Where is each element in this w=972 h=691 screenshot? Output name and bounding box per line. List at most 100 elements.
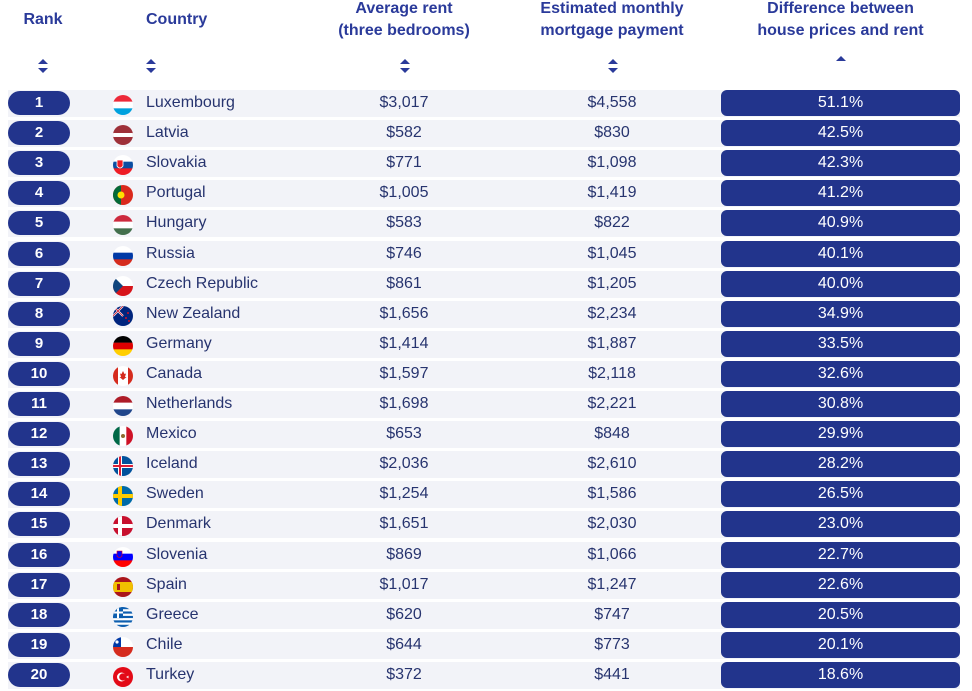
chile-flag-icon — [113, 636, 133, 657]
denmark-flag-icon — [113, 516, 133, 537]
rank-badge: 17 — [8, 572, 70, 597]
country-name: Slovakia — [146, 154, 207, 172]
average-rent-value: $1,254 — [379, 485, 429, 503]
table-row[interactable]: 12 Mexico $653 $848 29.9% — [0, 420, 972, 450]
mortgage-header-line1: Estimated monthly — [540, 0, 684, 17]
country-name: Netherlands — [146, 395, 233, 412]
table-row[interactable]: 3 Slovakia $771 $1,098 42.3% — [0, 149, 972, 179]
table-row[interactable]: 2 Latvia $582 $830 42.5% — [0, 119, 972, 149]
mortgage-payment-value: $1,045 — [587, 244, 637, 262]
rank-badge: 1 — [8, 91, 70, 115]
rank-badge: 14 — [8, 482, 70, 507]
rank-header-label: Rank — [23, 11, 63, 28]
mortgage-column-header[interactable]: Estimated monthly mortgage payment — [512, 0, 712, 42]
difference-value-badge: 20.1% — [721, 631, 960, 658]
difference-value-badge: 22.7% — [721, 541, 960, 568]
greece-flag-icon — [113, 606, 133, 627]
mortgage-payment-value: $1,887 — [587, 334, 637, 352]
country-name: Latvia — [146, 124, 189, 142]
rank-column-header[interactable]: Rank — [0, 9, 86, 31]
mortgage-payment-value: $1,066 — [587, 545, 637, 563]
spain-flag-icon — [113, 576, 133, 597]
table-row[interactable]: 6 Russia $746 $1,045 40.1% — [0, 240, 972, 270]
difference-column-header[interactable]: Difference between house prices and rent — [721, 0, 960, 42]
mortgage-payment-value: $2,118 — [588, 364, 636, 382]
table-row[interactable]: 17 Spain $1,017 $1,247 22.6% — [0, 571, 972, 601]
difference-value-badge: 20.5% — [721, 601, 960, 628]
average-rent-value: $861 — [386, 274, 422, 292]
table-row[interactable]: 5 Hungary $583 $822 40.9% — [0, 209, 972, 239]
average-rent-value: $1,698 — [379, 395, 429, 412]
mexico-flag-icon — [113, 426, 133, 447]
average-rent-value: $1,005 — [379, 184, 429, 202]
rank-badge: 9 — [8, 331, 70, 356]
table-header: Rank Country Average rent (three bedroom… — [0, 0, 972, 88]
country-name: Chile — [146, 635, 183, 653]
table-row[interactable]: 19 Chile $644 $773 20.1% — [0, 631, 972, 661]
country-name: Portugal — [146, 184, 206, 202]
mortgage-sort-icon[interactable] — [606, 58, 620, 74]
country-name: Iceland — [146, 455, 198, 473]
table-row[interactable]: 10 Canada $1,597 $2,118 32.6% — [0, 360, 972, 390]
country-name: Luxembourg — [146, 94, 235, 111]
table-row[interactable]: 18 Greece $620 $747 20.5% — [0, 601, 972, 631]
table-row[interactable]: 13 Iceland $2,036 $2,610 28.2% — [0, 450, 972, 480]
average-rent-value: $372 — [386, 665, 422, 683]
mortgage-payment-value: $1,586 — [587, 485, 637, 503]
rank-badge: 12 — [8, 422, 70, 447]
slovenia-flag-icon — [113, 546, 133, 567]
average-rent-value: $620 — [386, 605, 422, 623]
average-rent-value: $869 — [386, 545, 422, 563]
mortgage-payment-value: $1,419 — [587, 184, 637, 202]
hungary-flag-icon — [113, 215, 133, 236]
rent-column-header[interactable]: Average rent (three bedrooms) — [304, 0, 504, 42]
rent-sort-icon[interactable] — [398, 58, 412, 74]
average-rent-value: $1,597 — [379, 364, 429, 382]
mortgage-payment-value: $4,558 — [587, 94, 637, 111]
table-row[interactable]: 1 Luxembourg $3,017 $4,558 51.1% — [0, 89, 972, 119]
average-rent-value: $771 — [386, 154, 422, 172]
difference-header-line1: Difference between — [767, 0, 914, 17]
table-row[interactable]: 4 Portugal $1,005 $1,419 41.2% — [0, 179, 972, 209]
difference-value-badge: 42.3% — [721, 150, 960, 177]
table-row[interactable]: 16 Slovenia $869 $1,066 22.7% — [0, 541, 972, 571]
mortgage-payment-value: $1,098 — [587, 154, 637, 172]
average-rent-value: $1,656 — [379, 304, 429, 322]
table-row[interactable]: 7 Czech Republic $861 $1,205 40.0% — [0, 270, 972, 300]
rank-badge: 15 — [8, 512, 70, 537]
difference-value-badge: 32.6% — [721, 360, 960, 387]
new-zealand-flag-icon — [113, 305, 133, 326]
country-name: Denmark — [146, 515, 211, 533]
rank-badge: 5 — [8, 211, 70, 236]
country-name: Slovenia — [146, 545, 208, 563]
country-name: Germany — [146, 334, 212, 352]
russia-flag-icon — [113, 245, 133, 266]
mortgage-payment-value: $2,221 — [587, 395, 637, 412]
iceland-flag-icon — [113, 456, 133, 477]
rank-badge: 18 — [8, 602, 70, 627]
difference-value-badge: 41.2% — [721, 180, 960, 207]
country-sort-icon[interactable] — [144, 58, 158, 74]
average-rent-value: $644 — [386, 635, 422, 653]
table-row[interactable]: 20 Turkey $372 $441 18.6% — [0, 661, 972, 691]
rank-badge: 3 — [8, 151, 70, 176]
table-row[interactable]: 11 Netherlands $1,698 $2,221 30.8% — [0, 390, 972, 420]
canada-flag-icon — [113, 365, 133, 386]
table-row[interactable]: 8 New Zealand $1,656 $2,234 34.9% — [0, 300, 972, 330]
rank-badge: 8 — [8, 301, 70, 326]
difference-sort-active-icon[interactable] — [834, 54, 848, 70]
table-row[interactable]: 9 Germany $1,414 $1,887 33.5% — [0, 330, 972, 360]
table-row[interactable]: 15 Denmark $1,651 $2,030 23.0% — [0, 510, 972, 540]
mortgage-header-line2: mortgage payment — [540, 22, 684, 39]
turkey-flag-icon — [113, 666, 133, 687]
rent-header-line2: (three bedrooms) — [338, 22, 470, 39]
country-column-header[interactable]: Country — [146, 9, 266, 31]
country-name: Sweden — [146, 485, 204, 503]
difference-value-badge: 33.5% — [721, 330, 960, 357]
mortgage-payment-value: $1,247 — [587, 575, 637, 593]
rank-sort-icon[interactable] — [36, 58, 50, 74]
mortgage-payment-value: $441 — [594, 665, 630, 683]
difference-value-badge: 30.8% — [721, 391, 960, 417]
table-row[interactable]: 14 Sweden $1,254 $1,586 26.5% — [0, 480, 972, 510]
average-rent-value: $3,017 — [379, 94, 429, 111]
